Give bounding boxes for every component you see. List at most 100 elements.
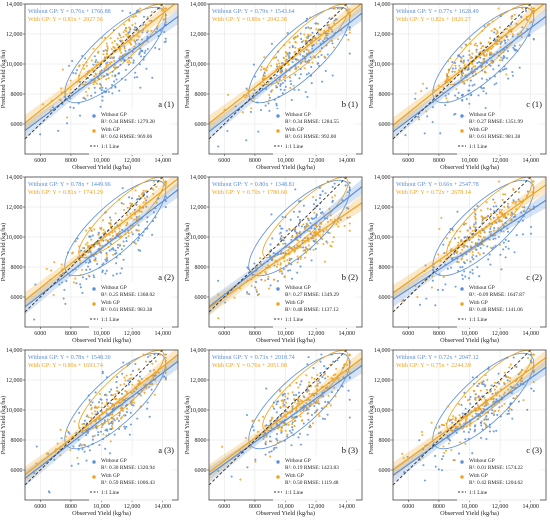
point-without-gp xyxy=(257,130,260,133)
point-with-gp xyxy=(299,406,302,409)
point-without-gp xyxy=(331,185,334,189)
point-with-gp xyxy=(527,7,530,10)
point-with-gp xyxy=(268,253,271,256)
point-with-gp xyxy=(508,366,511,369)
legend-label-with-gp: With GP xyxy=(469,127,488,133)
point-with-gp xyxy=(460,56,463,60)
point-with-gp xyxy=(493,27,496,30)
y-tick-label: 6000 xyxy=(379,122,391,128)
point-with-gp xyxy=(83,67,86,70)
point-without-gp xyxy=(348,52,351,55)
point-with-gp xyxy=(109,440,112,443)
point-without-gp xyxy=(532,38,535,41)
point-without-gp xyxy=(473,430,476,433)
point-without-gp xyxy=(105,269,108,272)
legend-stats-without-gp: R²: 0.34 RMSE: 1279.28 xyxy=(101,119,155,125)
point-without-gp xyxy=(264,443,267,446)
legend-stats-with-gp: R²: 0.50 RMSE: 1119.48 xyxy=(285,480,339,486)
point-with-gp xyxy=(458,64,461,67)
point-with-gp xyxy=(111,427,114,430)
point-with-gp xyxy=(477,251,480,254)
point-without-gp xyxy=(96,410,99,414)
point-without-gp xyxy=(432,266,435,269)
point-without-gp xyxy=(326,401,330,404)
point-without-gp xyxy=(88,449,91,452)
point-with-gp xyxy=(430,421,433,424)
point-without-gp xyxy=(217,279,220,282)
point-without-gp xyxy=(520,16,523,19)
point-without-gp xyxy=(127,379,130,382)
point-without-gp xyxy=(477,238,480,241)
y-tick-label: 6000 xyxy=(195,468,207,474)
point-with-gp xyxy=(119,49,122,52)
point-without-gp xyxy=(164,206,167,209)
point-with-gp xyxy=(284,395,287,398)
point-without-gp xyxy=(77,438,80,441)
point-without-gp xyxy=(298,218,301,221)
point-with-gp xyxy=(521,380,524,383)
point-with-gp xyxy=(139,394,143,397)
legend-background xyxy=(457,282,540,328)
point-without-gp xyxy=(280,431,283,434)
point-without-gp xyxy=(151,76,154,79)
point-with-gp xyxy=(288,41,291,44)
point-without-gp xyxy=(309,248,312,251)
y-tick-label: 14,000 xyxy=(374,175,391,181)
point-without-gp xyxy=(306,433,309,436)
legend-label-with-gp: With GP xyxy=(469,300,488,306)
point-with-gp xyxy=(125,407,129,410)
point-without-gp xyxy=(406,455,409,458)
point-with-gp xyxy=(318,50,322,53)
point-with-gp xyxy=(278,232,281,235)
point-without-gp xyxy=(87,394,90,397)
point-without-gp xyxy=(497,372,500,375)
point-with-gp xyxy=(131,187,134,190)
point-with-gp xyxy=(507,213,510,216)
equation-with-gp: With GP: Y = 0.81x + 2027.56 xyxy=(28,17,103,23)
point-with-gp xyxy=(94,405,97,408)
point-with-gp xyxy=(147,30,150,33)
point-without-gp xyxy=(126,364,129,367)
point-with-gp xyxy=(503,391,506,394)
point-with-gp xyxy=(468,250,471,253)
point-without-gp xyxy=(288,429,291,432)
point-without-gp xyxy=(505,35,509,39)
point-with-gp xyxy=(272,57,276,60)
point-without-gp xyxy=(265,387,268,390)
point-without-gp xyxy=(138,53,141,56)
point-without-gp xyxy=(81,448,84,451)
fit-line-without-gp xyxy=(25,16,178,131)
point-with-gp xyxy=(469,57,472,60)
point-without-gp xyxy=(95,59,98,62)
point-with-gp xyxy=(296,261,299,264)
legend-marker-without-gp xyxy=(276,114,280,118)
x-tick-label: 8000 xyxy=(65,331,77,337)
point-with-gp xyxy=(103,36,107,39)
point-with-gp xyxy=(442,275,445,279)
point-with-gp xyxy=(239,478,242,481)
point-without-gp xyxy=(128,433,131,436)
point-with-gp xyxy=(90,229,93,232)
point-with-gp xyxy=(109,37,112,40)
fit-line-with-gp xyxy=(209,202,362,309)
point-with-gp xyxy=(123,383,126,386)
point-without-gp xyxy=(461,412,464,415)
legend-stats-without-gp: R²: 0.30 RMSE: 1320.94 xyxy=(101,465,155,471)
point-without-gp xyxy=(447,92,450,95)
point-with-gp xyxy=(348,31,351,34)
point-with-gp xyxy=(156,383,159,386)
point-with-gp xyxy=(306,390,309,393)
point-without-gp xyxy=(124,427,127,430)
point-without-gp xyxy=(164,200,167,203)
point-without-gp xyxy=(464,438,467,441)
one-to-one-line xyxy=(393,350,532,486)
point-without-gp xyxy=(98,443,101,447)
point-with-gp xyxy=(327,32,330,35)
point-with-gp xyxy=(71,251,74,254)
point-with-gp xyxy=(159,180,162,183)
point-without-gp xyxy=(68,432,71,435)
point-without-gp xyxy=(323,417,326,421)
y-tick-label: 12,000 xyxy=(6,32,23,38)
point-without-gp xyxy=(101,95,104,98)
point-with-gp xyxy=(287,423,290,426)
